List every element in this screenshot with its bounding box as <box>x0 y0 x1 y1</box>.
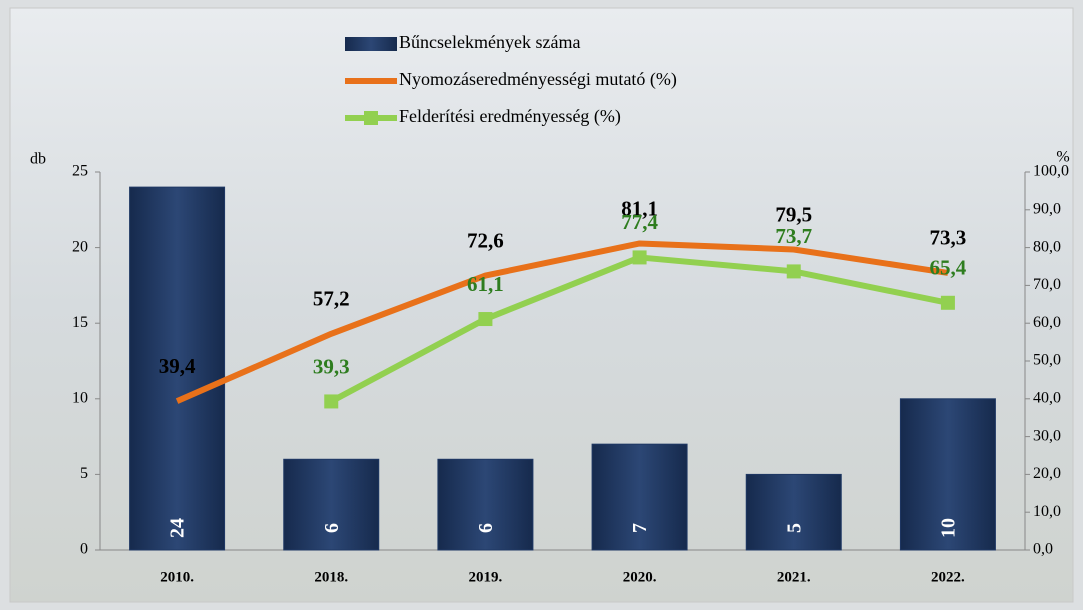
bar <box>129 186 226 551</box>
line-value-label: 61,1 <box>467 272 504 296</box>
legend-label: Felderítési eredményesség (%) <box>399 106 621 127</box>
bar <box>745 473 842 551</box>
y-tick-label: 0 <box>80 541 88 558</box>
x-tick-label: 2010. <box>160 569 194 585</box>
x-tick-label: 2022. <box>931 569 965 585</box>
legend-label: Bűncselekmények száma <box>399 32 580 52</box>
y-tick-label: 5 <box>80 465 88 482</box>
bar-value-label: 5 <box>783 523 805 533</box>
line-value-label: 81,1 <box>621 196 658 220</box>
bar <box>437 458 534 551</box>
line-marker <box>478 312 493 327</box>
y-axis-title: db <box>30 151 46 168</box>
y2-tick-label: 90,0 <box>1033 200 1061 217</box>
bar <box>283 458 380 551</box>
line-value-label: 65,4 <box>930 256 967 280</box>
y2-tick-label: 10,0 <box>1033 503 1061 520</box>
bar-value-label: 7 <box>629 523 651 533</box>
y2-tick-label: 20,0 <box>1033 465 1061 482</box>
y-tick-label: 10 <box>72 389 88 406</box>
legend-label: Nyomozáseredményességi mutató (%) <box>399 69 677 90</box>
y2-tick-label: 40,0 <box>1033 389 1061 406</box>
y2-tick-label: 100,0 <box>1033 163 1069 180</box>
line-value-label: 79,5 <box>775 202 812 226</box>
x-tick-label: 2020. <box>623 569 657 585</box>
legend-swatch <box>345 37 397 51</box>
line-marker <box>786 264 801 279</box>
x-tick-label: 2019. <box>469 569 503 585</box>
y2-tick-label: 0,0 <box>1033 541 1053 558</box>
line-value-label: 72,6 <box>467 228 504 252</box>
bar <box>899 398 996 551</box>
y2-tick-label: 70,0 <box>1033 276 1061 293</box>
line-marker <box>940 295 955 310</box>
bar <box>591 443 688 551</box>
bar-value-label: 24 <box>167 518 189 538</box>
y2-tick-label: 60,0 <box>1033 314 1061 331</box>
legend-marker <box>364 111 378 125</box>
bar-value-label: 10 <box>938 518 960 538</box>
y-tick-label: 15 <box>72 314 88 331</box>
line-value-label: 57,2 <box>313 287 350 311</box>
line-value-label: 39,3 <box>313 354 350 378</box>
line-marker <box>632 250 647 265</box>
x-tick-label: 2021. <box>777 569 811 585</box>
line-marker <box>324 394 339 409</box>
y-tick-label: 25 <box>72 163 88 180</box>
line-value-label: 77,4 <box>621 210 658 234</box>
y2-tick-label: 80,0 <box>1033 238 1061 255</box>
y2-axis-title: % <box>1056 149 1069 166</box>
line-value-label: 39,4 <box>159 354 196 378</box>
y2-tick-label: 50,0 <box>1033 352 1061 369</box>
x-tick-label: 2018. <box>314 569 348 585</box>
line-value-label: 73,7 <box>775 224 812 248</box>
bar-value-label: 6 <box>321 523 343 533</box>
line-series <box>175 240 949 404</box>
y-tick-label: 20 <box>72 238 88 255</box>
y2-tick-label: 30,0 <box>1033 427 1061 444</box>
bar-value-label: 6 <box>475 523 497 533</box>
line-value-label: 73,3 <box>930 226 967 250</box>
